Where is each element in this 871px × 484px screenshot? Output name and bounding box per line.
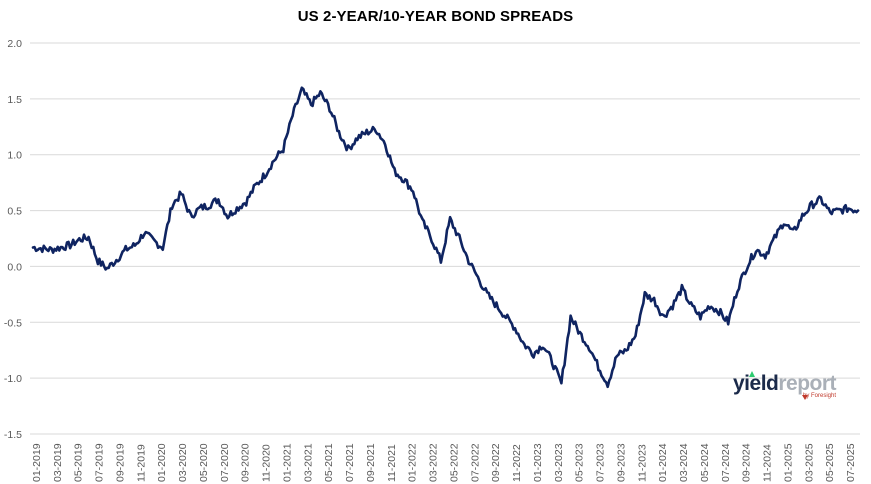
x-tick-label: 07-2020: [219, 443, 231, 482]
x-tick-label: 03-2025: [803, 443, 815, 482]
x-tick-label: 03-2020: [177, 443, 189, 482]
x-tick-label: 01-2024: [657, 443, 669, 482]
x-tick-label: 03-2024: [678, 443, 690, 482]
y-tick-label: -0.5: [4, 317, 22, 329]
x-tick-label: 03-2021: [302, 443, 314, 482]
x-tick-label: 03-2019: [52, 443, 64, 482]
logo-tagline: by Foresight: [803, 393, 837, 399]
spread-series-line: [31, 86, 860, 389]
x-tick-label: 05-2020: [198, 443, 210, 482]
x-tick-label: 07-2024: [720, 443, 732, 482]
x-tick-label: 05-2022: [448, 443, 460, 482]
x-tick-label: 01-2025: [782, 443, 794, 482]
gridlines: [30, 42, 860, 435]
chart-title: US 2-YEAR/10-YEAR BOND SPREADS: [297, 8, 574, 25]
y-tick-label: 2.0: [7, 38, 22, 50]
y-axis-tick-labels: 2.0 1.5 1.0 0.5 0.0 -0.5 -1.0 -1.5: [4, 38, 22, 441]
x-tick-label: 01-2019: [31, 443, 43, 482]
x-tick-label: 09-2019: [114, 443, 126, 482]
x-tick-label: 11-2021: [386, 444, 398, 482]
y-tick-label: -1.0: [4, 373, 22, 385]
y-tick-label: 1.0: [7, 150, 22, 162]
x-tick-label: 01-2022: [407, 443, 419, 482]
up-arrow-icon: [749, 371, 755, 377]
x-tick-label: 05-2025: [824, 443, 836, 482]
x-tick-label: 11-2020: [261, 444, 273, 482]
x-tick-label: 03-2022: [428, 443, 440, 482]
y-tick-label: 1.5: [7, 94, 22, 106]
x-tick-label: 07-2023: [595, 443, 607, 482]
x-tick-label: 09-2024: [741, 443, 753, 482]
x-tick-label: 05-2021: [323, 443, 335, 482]
y-tick-label: -1.5: [4, 429, 22, 441]
x-tick-label: 11-2019: [135, 444, 147, 482]
down-arrow-icon: [802, 395, 808, 400]
x-tick-label: 03-2023: [553, 443, 565, 482]
logo-yield-text: yield: [733, 372, 779, 395]
x-tick-label: 01-2023: [532, 443, 544, 482]
x-tick-label: 05-2024: [699, 443, 711, 482]
y-tick-label: 0.5: [7, 206, 22, 218]
x-tick-label: 11-2024: [762, 444, 774, 482]
x-tick-label: 11-2023: [636, 444, 648, 482]
x-tick-label: 07-2022: [469, 443, 481, 482]
x-tick-label: 07-2021: [344, 443, 356, 482]
x-tick-label: 11-2022: [511, 444, 523, 482]
logo-report-text: report: [778, 372, 837, 395]
x-tick-label: 09-2020: [240, 443, 252, 482]
x-tick-label: 05-2023: [574, 443, 586, 482]
x-tick-label: 07-2025: [845, 443, 857, 482]
x-tick-label: 09-2021: [365, 443, 377, 482]
x-tick-label: 09-2022: [490, 443, 502, 482]
x-tick-label: 01-2020: [156, 443, 168, 482]
y-tick-label: 0.0: [7, 261, 22, 273]
yieldreport-logo: yieldreport by Foresight: [733, 371, 845, 402]
x-tick-label: 07-2019: [94, 443, 106, 482]
x-tick-label: 09-2023: [615, 443, 627, 482]
x-tick-label: 05-2019: [73, 443, 85, 482]
x-axis-tick-labels: 01-2019 03-2019 05-2019 07-2019 09-2019 11-20…: [31, 443, 857, 482]
x-tick-label: 01-2021: [281, 443, 293, 482]
